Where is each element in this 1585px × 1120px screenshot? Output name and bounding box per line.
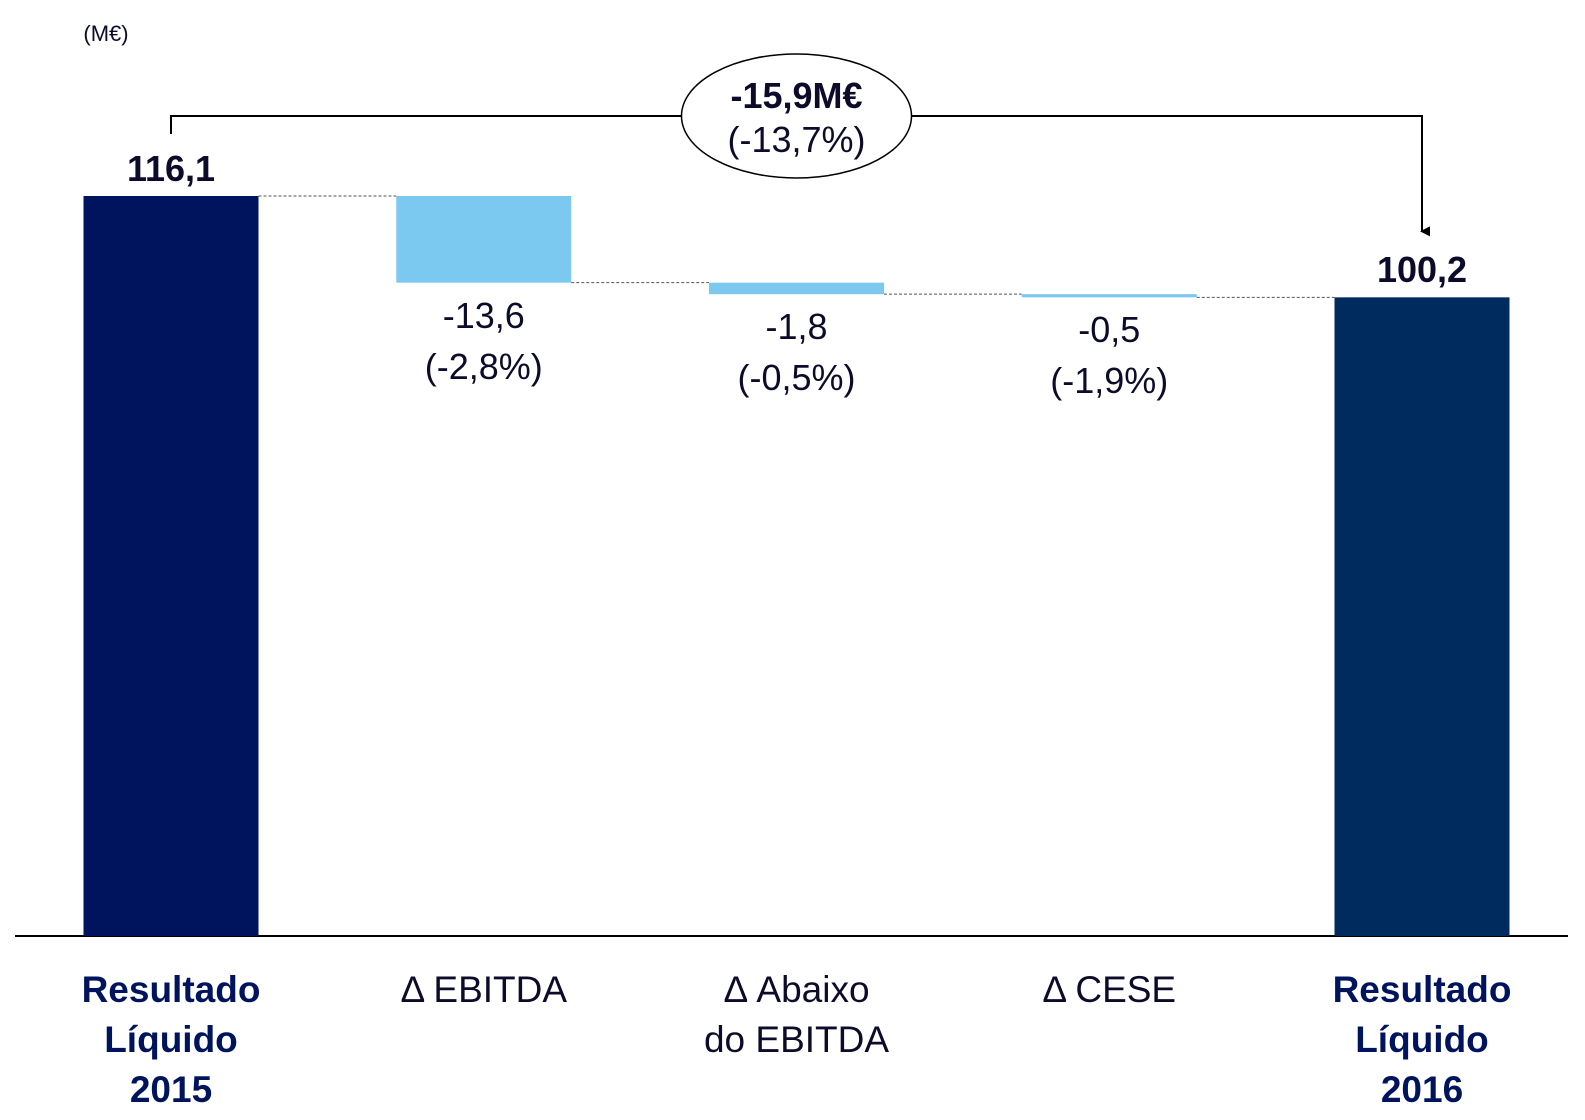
change-label: (-1,9%) (1050, 360, 1169, 402)
bar (709, 282, 884, 295)
annotation-bubble (680, 53, 913, 179)
bar (396, 196, 572, 283)
change-label: (-0,5%) (737, 357, 856, 399)
bar (83, 196, 259, 936)
bar (1021, 294, 1197, 298)
change-label: (-2,8%) (424, 345, 543, 387)
x-tick-label: Δ CESE (1042, 969, 1177, 1010)
value-label: 100,2 (1376, 249, 1468, 291)
bar (1334, 297, 1510, 937)
unit-label: (M€) (83, 21, 129, 46)
value-label: -13,6 (442, 294, 525, 336)
x-tick-label: Δ Abaixo do EBITDA (703, 969, 890, 1060)
value-label: 116,1 (126, 148, 216, 189)
x-tick-label: Resultado Líquido 2016 (1332, 969, 1512, 1110)
x-tick-label: Δ EBITDA (400, 969, 568, 1010)
annotation: -15,9M€ (730, 75, 863, 116)
annotation: (-13,7%) (727, 119, 866, 160)
x-tick-label: Resultado Líquido 2015 (81, 969, 261, 1110)
value-label: -0,5 (1078, 309, 1141, 351)
value-label: -1,8 (765, 306, 828, 348)
